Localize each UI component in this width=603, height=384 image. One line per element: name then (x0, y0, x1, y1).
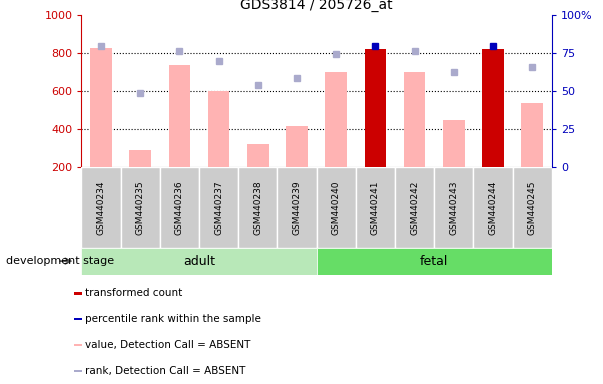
Bar (473, 167, 513, 248)
Bar (81, 167, 121, 248)
Bar (75, 344, 82, 346)
Text: GSM440245: GSM440245 (528, 180, 537, 235)
Bar (199, 167, 238, 248)
Text: GSM440234: GSM440234 (96, 180, 106, 235)
Text: GSM440242: GSM440242 (410, 180, 419, 235)
Bar (395, 167, 434, 248)
Text: value, Detection Call = ABSENT: value, Detection Call = ABSENT (84, 340, 250, 350)
Bar (238, 167, 277, 248)
Bar (482, 48, 504, 167)
Text: GSM440235: GSM440235 (136, 180, 145, 235)
Bar (443, 120, 464, 167)
Bar (81, 248, 317, 275)
Text: GSM440241: GSM440241 (371, 180, 380, 235)
Text: development stage: development stage (6, 256, 114, 266)
Bar (317, 248, 552, 275)
Bar (75, 318, 82, 321)
Bar (286, 126, 308, 167)
Bar (513, 167, 552, 248)
Bar (522, 103, 543, 167)
Text: GSM440238: GSM440238 (253, 180, 262, 235)
Text: GSM440240: GSM440240 (332, 180, 341, 235)
Bar (75, 292, 82, 295)
Text: adult: adult (183, 255, 215, 268)
Bar (208, 91, 229, 167)
Bar (434, 167, 473, 248)
Bar (404, 72, 425, 167)
Bar (130, 150, 151, 167)
Bar (317, 167, 356, 248)
Bar (75, 370, 82, 372)
Bar (326, 72, 347, 167)
Bar (160, 167, 199, 248)
Bar (277, 167, 317, 248)
Bar (90, 48, 112, 167)
Bar (247, 144, 268, 167)
Text: GSM440243: GSM440243 (449, 180, 458, 235)
Text: GSM440244: GSM440244 (488, 180, 497, 235)
Text: GSM440239: GSM440239 (292, 180, 302, 235)
Text: rank, Detection Call = ABSENT: rank, Detection Call = ABSENT (84, 366, 245, 376)
Bar (365, 50, 386, 167)
Text: GSM440236: GSM440236 (175, 180, 184, 235)
Title: GDS3814 / 205726_at: GDS3814 / 205726_at (240, 0, 393, 12)
Bar (169, 65, 190, 167)
Text: percentile rank within the sample: percentile rank within the sample (84, 314, 260, 324)
Bar (356, 167, 395, 248)
Bar (121, 167, 160, 248)
Text: fetal: fetal (420, 255, 449, 268)
Text: transformed count: transformed count (84, 288, 182, 298)
Text: GSM440237: GSM440237 (214, 180, 223, 235)
